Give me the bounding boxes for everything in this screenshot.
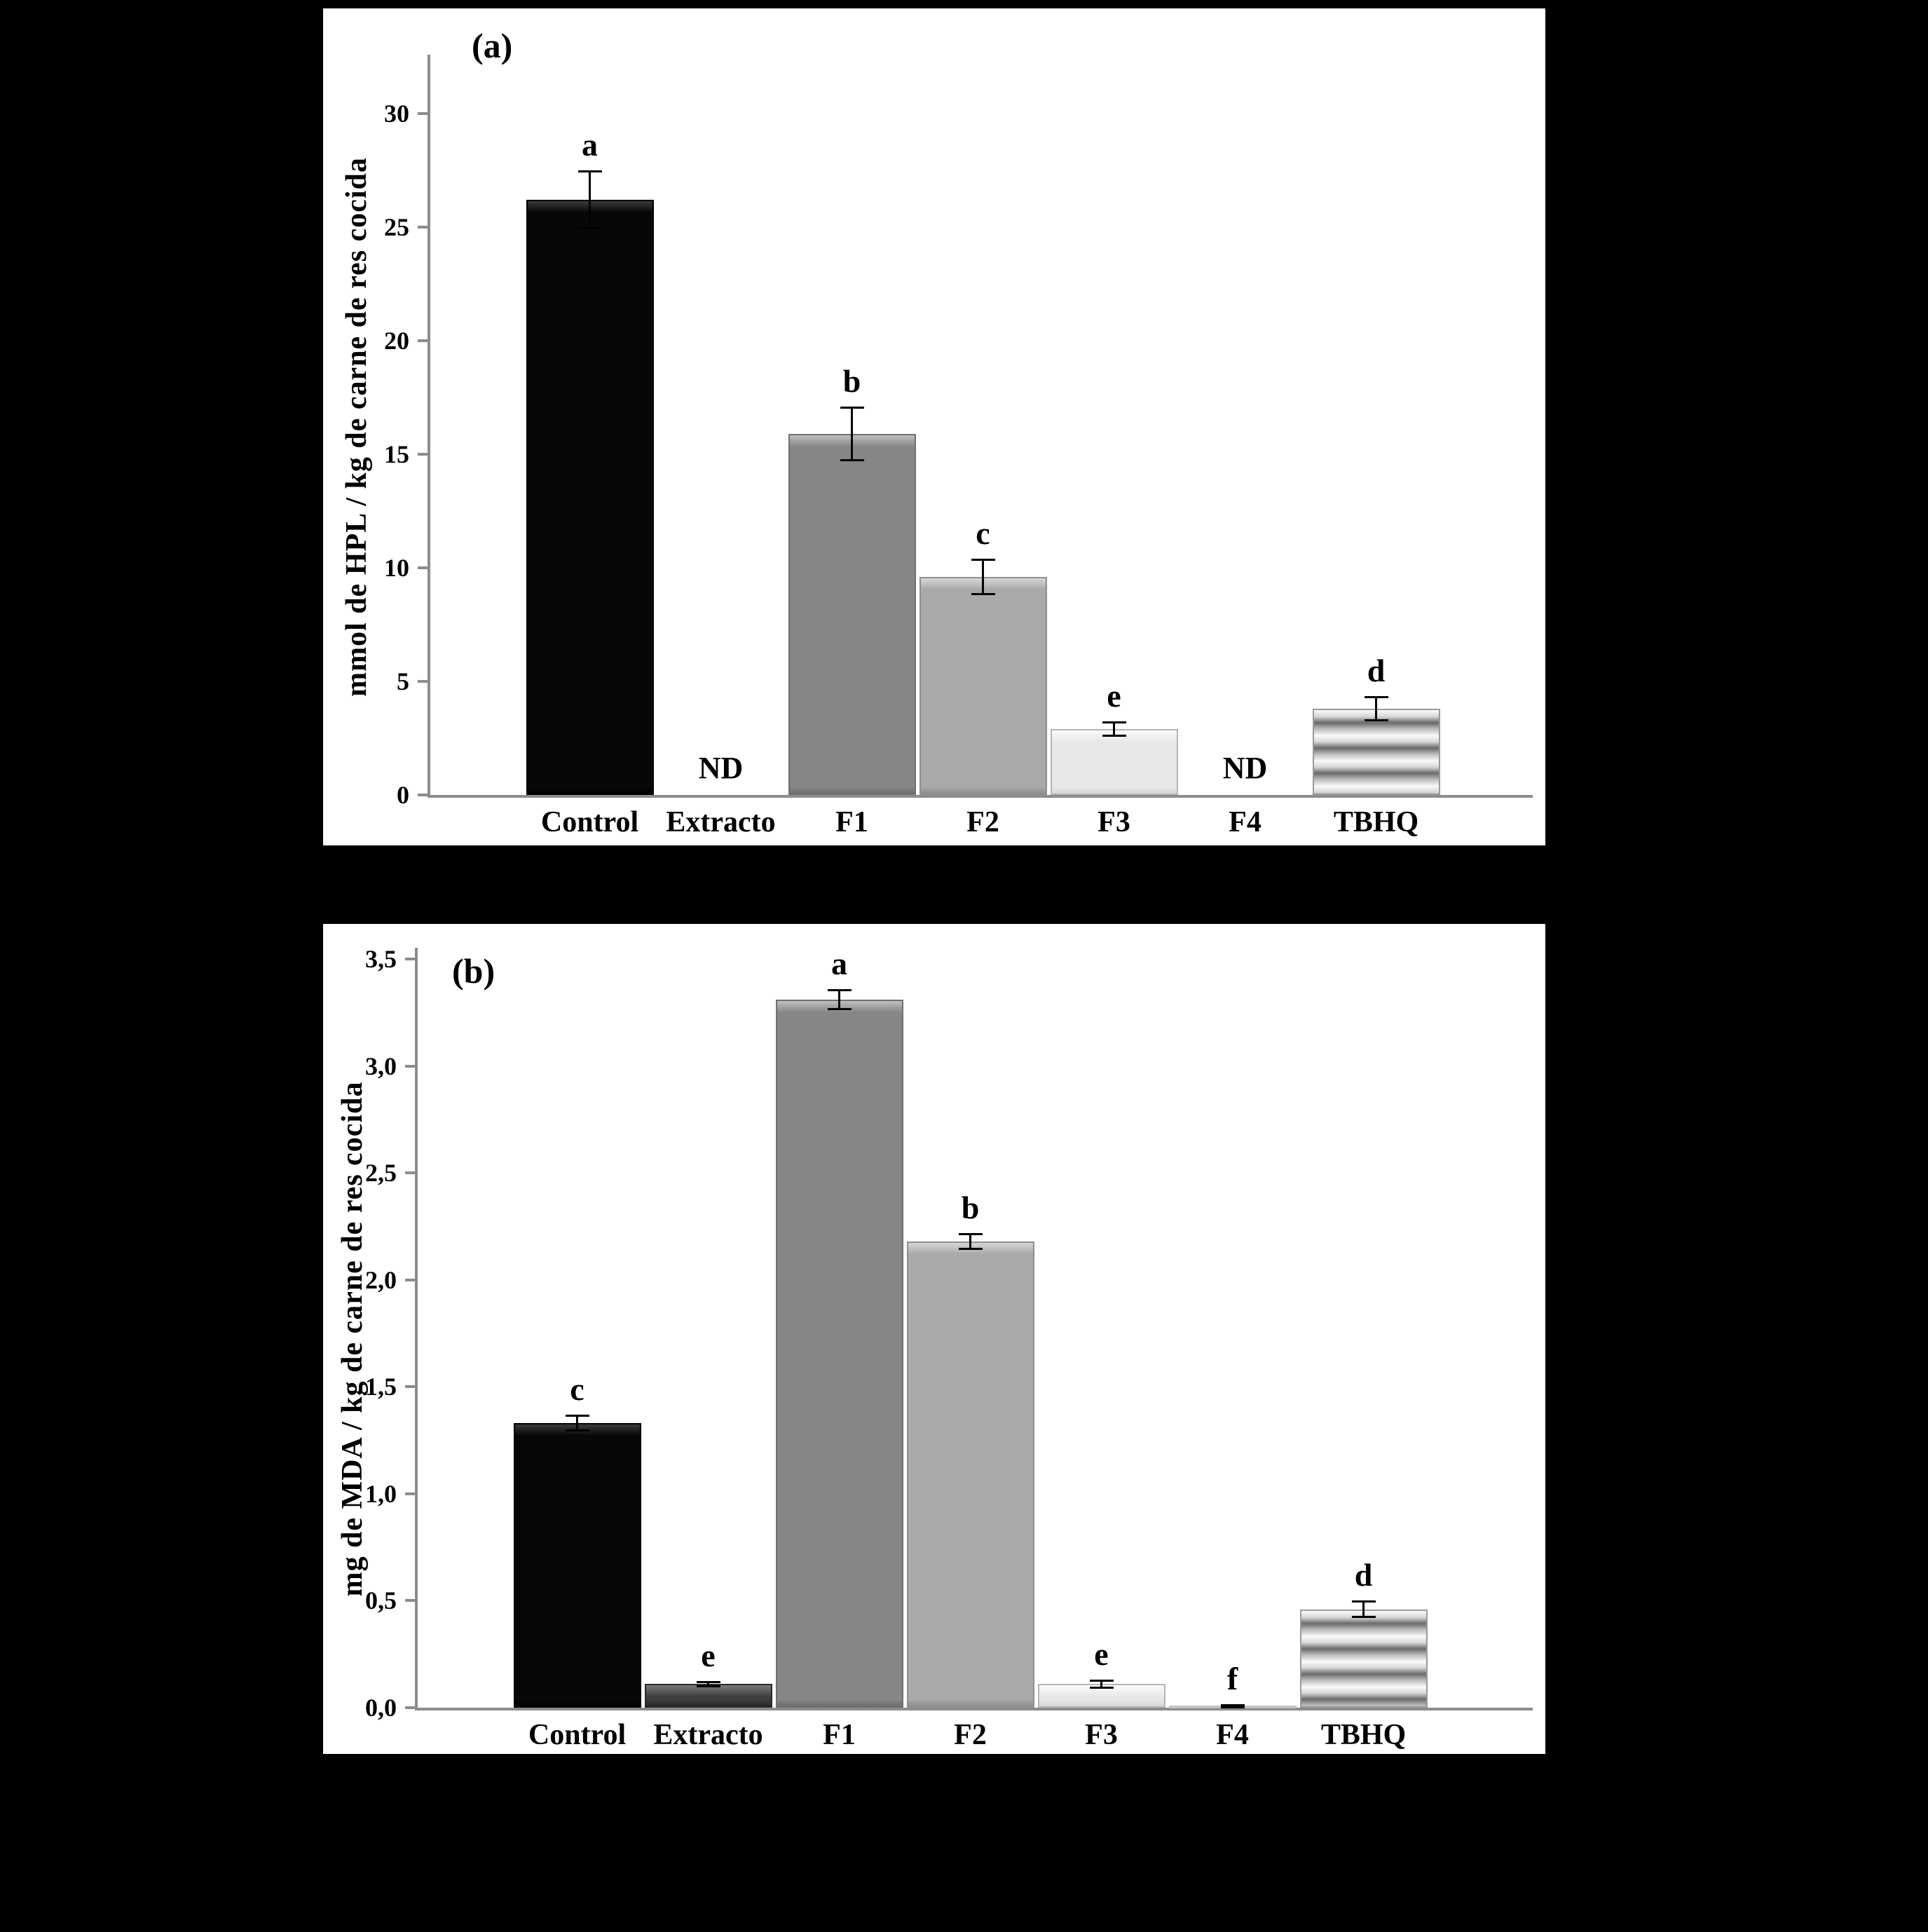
x-category-label-tbhq: TBHQ <box>1333 806 1419 838</box>
y-tick-mark <box>418 566 428 569</box>
nd-label-f4: ND <box>1222 751 1268 785</box>
x-category-label-control: Control <box>528 1719 627 1751</box>
error-bar-f1 <box>840 406 864 461</box>
x-category-label-control: Control <box>540 806 639 838</box>
y-tick-label: 10 <box>384 554 409 582</box>
sig-letter-f3: e <box>1107 677 1121 714</box>
error-bar-f1 <box>827 988 852 1011</box>
x-category-label-f1: F1 <box>835 806 868 838</box>
panel-a: (a) mmol de HPL / kg de carne de res coc… <box>323 8 1545 845</box>
y-tick-mark <box>418 226 428 229</box>
x-category-label-f4: F4 <box>1229 806 1262 838</box>
y-tick-mark <box>405 1064 415 1068</box>
y-tick-label: 0,0 <box>365 1694 397 1722</box>
error-bar-f3 <box>1089 1680 1114 1689</box>
error-bar-control <box>577 170 602 230</box>
bar-f2 <box>919 576 1047 795</box>
bar-extracto <box>644 1684 772 1708</box>
bar-f1 <box>788 433 916 795</box>
error-bar-tbhq <box>1364 696 1388 721</box>
y-tick-label: 2,0 <box>365 1265 397 1294</box>
sig-letter-f1: b <box>842 362 861 399</box>
sig-letter-f2: b <box>961 1189 980 1225</box>
x-category-label-f3: F3 <box>1098 806 1130 838</box>
y-tick-label: 5 <box>397 667 409 695</box>
sig-letter-extracto: e <box>701 1637 716 1673</box>
error-bar-f3 <box>1102 721 1126 737</box>
x-category-label-f2: F2 <box>954 1719 987 1751</box>
sig-letter-f1: a <box>831 945 847 981</box>
error-bar-tbhq <box>1351 1600 1376 1618</box>
x-category-label-extracto: Extracto <box>653 1719 763 1751</box>
x-axis-line <box>415 1708 1533 1710</box>
panel-a-label: (a) <box>472 26 513 65</box>
y-tick-label: 1,0 <box>365 1479 397 1508</box>
y-tick-mark <box>405 1599 415 1603</box>
y-tick-mark <box>405 1385 415 1389</box>
x-category-label-f3: F3 <box>1085 1719 1118 1751</box>
y-tick-label: 30 <box>384 100 409 128</box>
y-tick-mark <box>418 680 428 683</box>
y-tick-label: 2,5 <box>365 1159 397 1188</box>
panel-b-label: (b) <box>452 951 495 991</box>
y-tick-label: 20 <box>384 327 409 355</box>
nd-label-extracto: ND <box>698 751 744 785</box>
y-tick-label: 0 <box>397 781 409 809</box>
sig-letter-control: c <box>570 1371 584 1407</box>
y-tick-mark <box>418 453 428 456</box>
y-tick-mark <box>405 958 415 961</box>
y-tick-mark <box>418 339 428 342</box>
bar-f1 <box>775 1000 903 1708</box>
y-tick-label: 3,0 <box>365 1052 397 1080</box>
x-category-label-f2: F2 <box>966 806 999 838</box>
error-bar-f2 <box>971 559 995 595</box>
sig-letter-f3: e <box>1094 1636 1109 1673</box>
x-category-label-f1: F1 <box>823 1719 856 1751</box>
y-tick-label: 3,5 <box>365 945 397 974</box>
x-axis-line <box>428 795 1533 798</box>
bar-control <box>513 1423 641 1708</box>
y-axis-line <box>415 948 418 1710</box>
bar-control <box>526 200 654 795</box>
panel-b-plot-area: 0,0 0,5 1,0 1,5 2,0 2,5 3,0 3,5 Control c Extracto… <box>323 924 1545 1754</box>
y-tick-mark <box>405 1171 415 1175</box>
error-bar-f2 <box>958 1232 983 1251</box>
y-tick-mark <box>405 1278 415 1281</box>
y-tick-mark <box>418 794 428 796</box>
x-category-label-f4: F4 <box>1216 1719 1249 1751</box>
panel-b: (b) mg de MDA / kg de carne de res cocid… <box>323 924 1545 1754</box>
bar-tbhq <box>1312 708 1440 795</box>
bar-f2 <box>906 1241 1034 1708</box>
y-tick-mark <box>405 1706 415 1709</box>
y-axis-line <box>428 55 430 798</box>
bar-f3 <box>1050 729 1178 795</box>
error-bar-control <box>565 1415 589 1432</box>
sig-letter-f2: c <box>976 515 990 552</box>
x-category-label-extracto: Extracto <box>666 806 776 838</box>
y-tick-label: 15 <box>384 440 409 468</box>
sig-letter-tbhq: d <box>1367 653 1386 689</box>
y-tick-mark <box>418 112 428 115</box>
sig-letter-tbhq: d <box>1354 1557 1373 1593</box>
y-tick-label: 25 <box>384 213 409 241</box>
x-category-label-tbhq: TBHQ <box>1320 1719 1407 1751</box>
y-tick-label: 1,5 <box>365 1373 397 1401</box>
y-tick-label: 0,5 <box>365 1586 397 1615</box>
error-bar-extracto <box>696 1680 720 1687</box>
sig-letter-control: a <box>582 127 598 163</box>
error-bar-f4 <box>1220 1703 1245 1708</box>
sig-letter-f4: f <box>1226 1660 1238 1696</box>
bar-tbhq <box>1299 1609 1428 1708</box>
y-tick-mark <box>405 1492 415 1495</box>
panel-a-plot-area: 0 5 10 15 20 25 30 Control a Extracto ND F1 b F2 c F3 e F… <box>323 8 1545 845</box>
